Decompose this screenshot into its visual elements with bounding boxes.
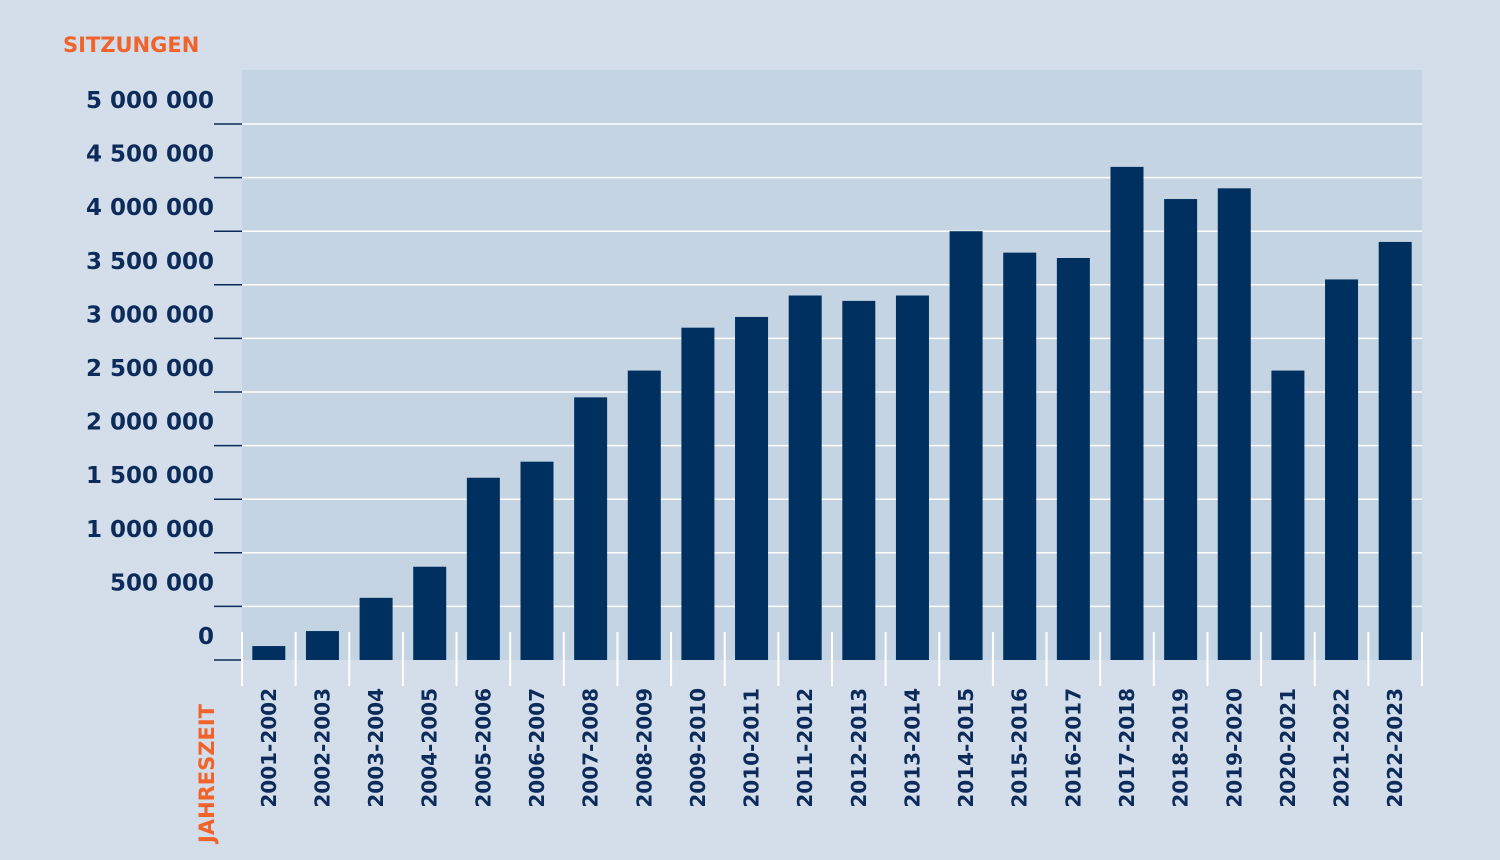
x-tick-label: 2004-2005 bbox=[418, 688, 442, 808]
x-tick-label: 2010-2011 bbox=[740, 688, 764, 808]
x-tick-label: 2011-2012 bbox=[793, 688, 817, 808]
bar bbox=[681, 327, 715, 660]
y-tick-label: 4 500 000 bbox=[86, 142, 214, 168]
y-axis-title: SITZUNGEN bbox=[63, 33, 199, 57]
y-tick-label: 3 000 000 bbox=[86, 302, 214, 328]
y-axis-ticks: 0 500 000 1 000 000 1 500 000 2 000 000 2 500… bbox=[86, 88, 242, 661]
bar bbox=[466, 477, 500, 660]
bar bbox=[895, 295, 929, 660]
y-tick-label: 4 000 000 bbox=[86, 195, 214, 221]
x-tick-label: 2005-2006 bbox=[471, 688, 495, 808]
y-tick-label: 2 500 000 bbox=[86, 356, 214, 382]
x-tick-label: 2014-2015 bbox=[954, 688, 978, 808]
x-tick-label: 2013-2014 bbox=[900, 688, 924, 808]
x-tick-label: 2002-2003 bbox=[310, 688, 334, 808]
y-tick-label: 0 bbox=[198, 624, 214, 650]
bar bbox=[627, 370, 661, 660]
bar bbox=[305, 631, 339, 660]
x-tick-label: 2020-2021 bbox=[1276, 688, 1300, 808]
x-tick-label: 2018-2019 bbox=[1169, 688, 1193, 808]
y-tick-label: 3 500 000 bbox=[86, 249, 214, 275]
bar bbox=[252, 646, 286, 660]
x-tick-label: 2012-2013 bbox=[847, 688, 871, 808]
x-tick-label: 2008-2009 bbox=[632, 688, 656, 808]
bar bbox=[1056, 258, 1090, 660]
bar bbox=[1164, 199, 1198, 661]
bar bbox=[788, 295, 822, 660]
x-axis-ticks: 2001-2002 2002-2003 2003-2004 2004-2005 2005… bbox=[241, 632, 1423, 808]
bar bbox=[574, 397, 608, 660]
x-tick-label: 2015-2016 bbox=[1008, 688, 1032, 808]
x-tick-label: 2001-2002 bbox=[257, 688, 281, 808]
bar bbox=[520, 461, 554, 660]
bar bbox=[1378, 241, 1412, 661]
x-tick-label: 2007-2008 bbox=[579, 688, 603, 808]
bar bbox=[1110, 166, 1144, 660]
y-tick-label: 5 000 000 bbox=[86, 88, 214, 114]
x-tick-label: 2022-2023 bbox=[1383, 688, 1407, 808]
y-tick-label: 2 000 000 bbox=[86, 410, 214, 436]
bar bbox=[1325, 279, 1359, 660]
y-tick-label: 1 500 000 bbox=[86, 463, 214, 489]
y-tick-label: 500 000 bbox=[110, 570, 214, 596]
x-tick-label: 2017-2018 bbox=[1115, 688, 1139, 808]
bar bbox=[1217, 188, 1251, 660]
x-tick-label: 2009-2010 bbox=[686, 688, 710, 808]
bar bbox=[1271, 370, 1305, 660]
bar bbox=[359, 597, 393, 660]
x-tick-label: 2003-2004 bbox=[364, 688, 388, 808]
x-tick-label: 2006-2007 bbox=[525, 688, 549, 808]
bar bbox=[735, 316, 769, 660]
x-axis-title: JAHRESZEIT bbox=[195, 703, 219, 845]
x-tick-label: 2021-2022 bbox=[1330, 688, 1354, 808]
bar bbox=[1003, 252, 1037, 660]
bar bbox=[949, 231, 983, 660]
bar bbox=[842, 300, 876, 660]
bars bbox=[252, 166, 1412, 661]
y-tick-label: 1 000 000 bbox=[86, 517, 214, 543]
bar bbox=[413, 566, 447, 660]
x-tick-label: 2016-2017 bbox=[1061, 688, 1085, 808]
x-tick-label: 2019-2020 bbox=[1222, 688, 1246, 808]
